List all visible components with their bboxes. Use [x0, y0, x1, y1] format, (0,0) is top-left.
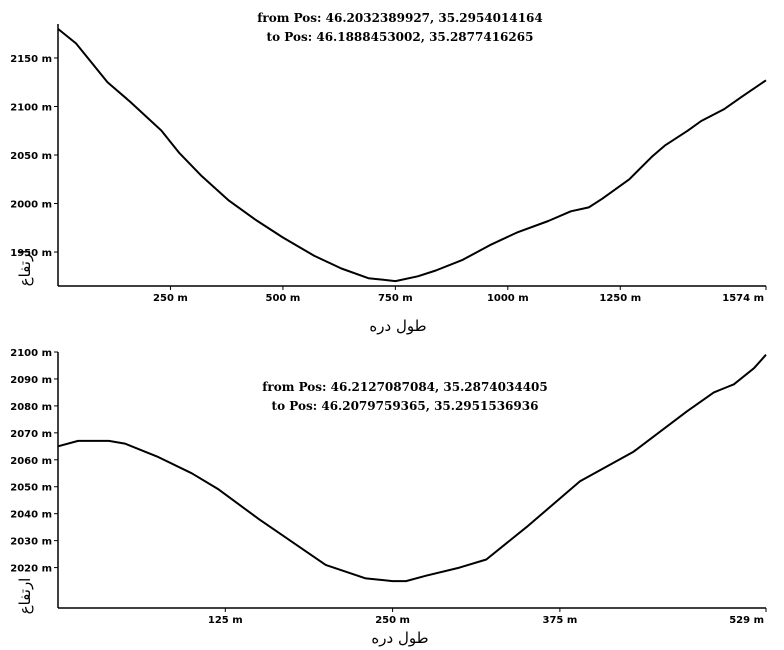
x-tick-label: 250 m: [375, 615, 410, 626]
y-tick-label: 2150 m: [10, 54, 52, 65]
chart-2-y-axis-label: ارتفاع: [16, 578, 34, 615]
y-tick-label: 2040 m: [10, 510, 52, 521]
elevation-profile-chart-1: from Pos: 46.2032389927, 35.2954014164 t…: [10, 11, 767, 335]
x-tick-label: 500 m: [266, 293, 301, 304]
y-tick-label: 2100 m: [10, 348, 52, 359]
x-tick-label: 125 m: [208, 615, 243, 626]
x-tick-label: 250 m: [153, 293, 188, 304]
x-tick-label: 375 m: [542, 615, 577, 626]
chart-2-from-position: from Pos: 46.2127087084, 35.2874034405: [262, 380, 548, 394]
x-tick-label: 529 m: [729, 615, 764, 626]
chart-1-from-position: from Pos: 46.2032389927, 35.2954014164: [257, 11, 543, 25]
y-tick-label: 2080 m: [10, 402, 52, 413]
y-tick-label: 2100 m: [10, 102, 52, 113]
chart-1-y-axis-label: ارتفاع: [16, 250, 34, 287]
chart-2-to-position: to Pos: 46.2079759365, 35.2951536936: [272, 399, 539, 413]
x-tick-label: 1000 m: [487, 293, 529, 304]
elevation-profile-line: [57, 354, 767, 583]
chart-2-x-axis-label: طول دره: [371, 629, 428, 647]
elevation-profile-line: [57, 28, 767, 283]
x-tick-label: 750 m: [378, 293, 413, 304]
y-tick-label: 2090 m: [10, 375, 52, 386]
y-tick-label: 2000 m: [10, 200, 52, 211]
chart-1-to-position: to Pos: 46.1888453002, 35.2877416265: [267, 30, 534, 44]
x-tick-label: 1250 m: [599, 293, 641, 304]
y-tick-label: 1950 m: [10, 248, 52, 259]
y-tick-label: 2060 m: [10, 456, 52, 467]
y-tick-label: 2030 m: [10, 537, 52, 548]
x-tick-label: 1574 m: [722, 293, 764, 304]
y-tick-label: 2050 m: [10, 483, 52, 494]
y-tick-label: 2020 m: [10, 564, 52, 575]
y-tick-label: 2050 m: [10, 151, 52, 162]
elevation-profile-chart-2: from Pos: 46.2127087084, 35.2874034405 t…: [10, 348, 767, 647]
y-tick-label: 2070 m: [10, 429, 52, 440]
chart-1-x-axis-label: طول دره: [369, 317, 426, 335]
